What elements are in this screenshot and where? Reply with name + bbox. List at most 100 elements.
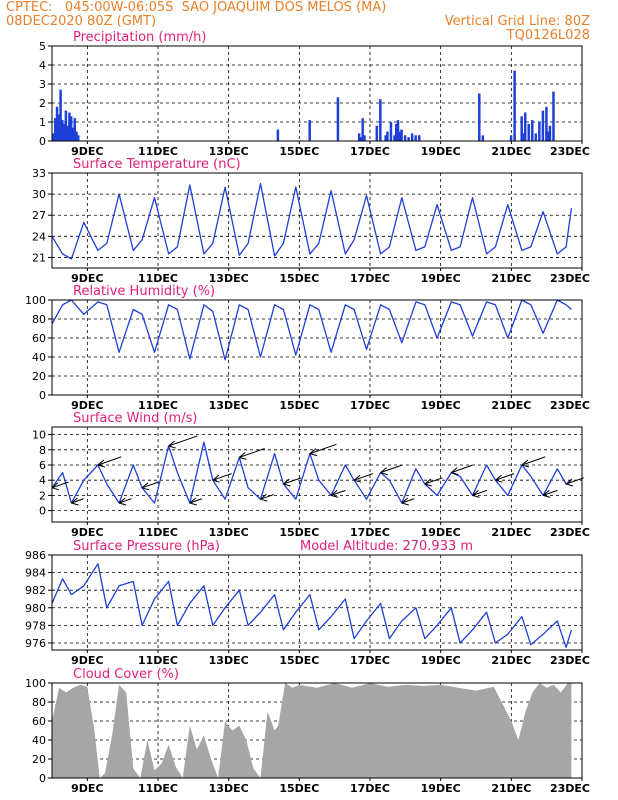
y-tick-label: 6 xyxy=(39,459,46,472)
y-tick-label: 986 xyxy=(25,549,46,562)
x-tick-label: 13DEC xyxy=(209,399,249,412)
y-tick-label: 8 xyxy=(39,444,46,457)
wind-arrow-head xyxy=(51,482,60,491)
wind-arrow-head xyxy=(542,490,551,498)
y-tick-label: 40 xyxy=(32,734,46,747)
x-tick-label: 15DEC xyxy=(279,399,319,412)
y-tick-label: 60 xyxy=(32,332,46,345)
x-tick-label: 21DEC xyxy=(491,654,531,667)
precip-bar xyxy=(403,135,407,141)
x-tick-label: 13DEC xyxy=(209,272,249,285)
y-tick-label: 80 xyxy=(32,313,46,326)
x-tick-label: 13DEC xyxy=(209,145,249,158)
panel-2: Surface Temperature (nC) 21 24 27 30 33 9DEC 11… xyxy=(32,157,590,285)
precip-bar xyxy=(308,120,311,141)
panel-frame xyxy=(51,554,583,651)
y-tick-label: 100 xyxy=(25,294,46,307)
precip-bar xyxy=(545,106,548,141)
precip-bar xyxy=(531,120,534,141)
y-tick-label: 21 xyxy=(32,251,46,264)
x-tick-label: 9DEC xyxy=(71,399,103,412)
wind-arrow-head xyxy=(97,459,106,468)
wind-arrow xyxy=(353,473,374,481)
precip-bar xyxy=(57,114,61,141)
y-tick-label: 2 xyxy=(39,489,46,502)
series-line xyxy=(51,299,572,361)
wind-arrow xyxy=(51,481,69,489)
x-tick-label: 19DEC xyxy=(421,399,461,412)
header-grid-note: Vertical Grid Line: 80Z xyxy=(444,14,590,29)
x-tick-label: 23DEC xyxy=(550,782,590,795)
wind-arrow-head xyxy=(380,467,388,476)
y-tick-label: 10 xyxy=(32,429,46,442)
precip-bar xyxy=(520,116,523,141)
precip-bar xyxy=(375,125,379,141)
precip-bar xyxy=(398,131,402,141)
wind-arrow-head xyxy=(330,490,339,498)
wind-arrow xyxy=(495,473,515,481)
wind-arrow-head xyxy=(424,478,432,487)
precip-bar xyxy=(538,122,541,141)
wind-arrow xyxy=(283,477,302,485)
x-tick-label: 23DEC xyxy=(550,654,590,667)
y-tick-label: 0 xyxy=(39,505,46,518)
x-tick-label: 23DEC xyxy=(550,145,590,158)
panel-frame xyxy=(51,682,583,779)
x-tick-label: 17DEC xyxy=(350,654,390,667)
panel-frame xyxy=(51,426,583,523)
panel-frame xyxy=(51,45,583,142)
precip-bar xyxy=(541,110,545,141)
x-tick-label: 13DEC xyxy=(209,526,249,539)
x-tick-label: 19DEC xyxy=(421,145,461,158)
panel-title: Cloud Cover (%) xyxy=(73,667,179,682)
x-tick-label: 15DEC xyxy=(279,145,319,158)
precip-bar xyxy=(73,118,76,141)
wind-arrow xyxy=(451,464,473,474)
panel-frame xyxy=(51,299,583,396)
x-tick-label: 19DEC xyxy=(421,782,461,795)
precip-bar xyxy=(66,125,69,141)
x-tick-label: 9DEC xyxy=(71,654,103,667)
precip-bar xyxy=(77,135,80,141)
y-tick-label: 1 xyxy=(39,116,46,129)
wind-arrow-head xyxy=(71,497,79,506)
series-line xyxy=(51,441,572,504)
precip-bar xyxy=(389,122,393,141)
wind-arrow xyxy=(330,489,346,496)
panel-4: Surface Wind (m/s) 0 2 4 6 8 10 9DEC 11DEC 13DEC 1… xyxy=(32,411,590,539)
precip-bar xyxy=(336,97,340,141)
x-tick-label: 17DEC xyxy=(350,399,390,412)
x-tick-label: 19DEC xyxy=(421,272,461,285)
precip-bar xyxy=(396,120,400,141)
x-tick-label: 21DEC xyxy=(491,145,531,158)
precip-bar xyxy=(548,125,552,141)
precip-bar xyxy=(52,133,55,141)
precip-bar xyxy=(400,129,403,141)
x-tick-label: 9DEC xyxy=(71,272,103,285)
x-tick-label: 15DEC xyxy=(279,654,319,667)
precip-bar xyxy=(481,135,485,141)
precip-bar xyxy=(513,70,516,141)
y-tick-label: 0 xyxy=(39,389,46,402)
y-tick-label: 80 xyxy=(32,696,46,709)
precip-bar xyxy=(527,123,530,141)
precip-bar xyxy=(410,133,414,141)
x-tick-label: 9DEC xyxy=(71,145,103,158)
y-tick-label: 984 xyxy=(25,567,46,580)
precip-bar xyxy=(386,131,389,141)
wind-arrow xyxy=(212,473,232,481)
precip-bar xyxy=(363,135,366,141)
y-tick-label: 978 xyxy=(25,619,46,632)
precip-bar xyxy=(414,135,417,141)
y-tick-label: 976 xyxy=(25,637,46,650)
panel-title: Surface Temperature (nC) xyxy=(73,157,241,172)
x-tick-label: 21DEC xyxy=(491,399,531,412)
precip-bar xyxy=(361,118,364,141)
x-tick-label: 19DEC xyxy=(421,654,461,667)
x-tick-label: 17DEC xyxy=(350,782,390,795)
wind-arrow xyxy=(260,494,274,500)
x-tick-label: 23DEC xyxy=(550,526,590,539)
precip-bar xyxy=(509,135,513,141)
precip-bar xyxy=(276,129,280,141)
precip-bar xyxy=(379,99,382,141)
